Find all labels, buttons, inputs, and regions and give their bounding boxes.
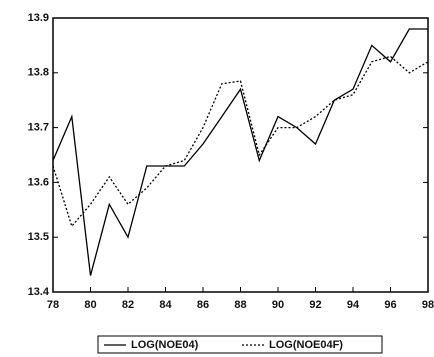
x-tick-label: 78 — [47, 299, 59, 311]
x-tick-label: 92 — [309, 299, 321, 311]
x-tick-label: 94 — [347, 299, 360, 311]
plot-frame — [53, 18, 428, 292]
y-tick-label: 13.9 — [28, 12, 49, 24]
x-tick-label: 98 — [422, 299, 434, 311]
y-tick-label: 13.8 — [28, 67, 49, 79]
legend-label: LOG(NOE04) — [131, 339, 199, 351]
series-line — [53, 56, 428, 226]
series-line — [53, 29, 428, 276]
x-tick-label: 82 — [122, 299, 134, 311]
x-tick-label: 80 — [84, 299, 96, 311]
y-tick-label: 13.4 — [28, 286, 50, 298]
x-tick-label: 84 — [159, 299, 172, 311]
x-tick-label: 96 — [384, 299, 396, 311]
y-tick-label: 13.5 — [28, 231, 49, 243]
y-tick-label: 13.6 — [28, 176, 49, 188]
x-tick-label: 90 — [272, 299, 284, 311]
x-tick-label: 86 — [197, 299, 209, 311]
legend-label: LOG(NOE04F) — [269, 339, 343, 351]
chart: 13.4 13.5 13.6 13.7 13.8 13.9 78 80 82 84 86 88 90 92… — [0, 0, 434, 357]
x-tick-label: 88 — [234, 299, 246, 311]
y-tick-label: 13.7 — [28, 122, 49, 134]
